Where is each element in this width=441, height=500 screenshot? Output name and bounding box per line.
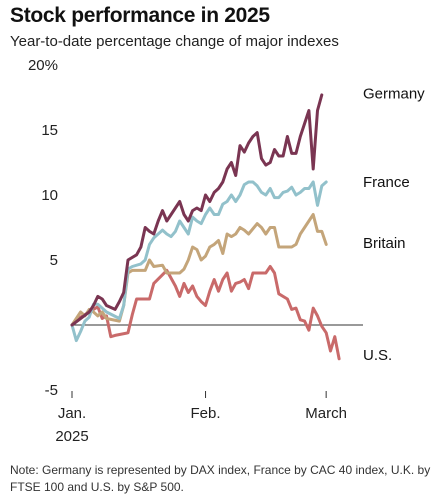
y-tick-label: 15	[41, 122, 58, 139]
footnote: Note: Germany is represented by DAX inde…	[10, 463, 431, 494]
series-label-france: France	[363, 174, 410, 191]
chart-subtitle: Year-to-date percentage change of major …	[10, 33, 339, 50]
y-tick-label: 20%	[28, 57, 58, 74]
x-tick-sublabel: 2025	[55, 428, 88, 445]
series-label-britain: Britain	[363, 235, 406, 252]
y-tick-label: -5	[45, 382, 58, 399]
series-line-britain	[70, 213, 328, 327]
y-tick-label: 10	[41, 187, 58, 204]
series-label-u-s: U.S.	[363, 347, 392, 364]
chart-title: Stock performance in 2025	[10, 4, 270, 27]
y-tick-label: 5	[50, 252, 58, 269]
series-line-u-s	[70, 265, 341, 361]
series-label-germany: Germany	[363, 86, 425, 103]
series-line-france	[70, 180, 328, 343]
x-tick-label: Feb.	[191, 405, 221, 422]
series-line-germany	[70, 93, 324, 327]
x-tick-label: March	[305, 405, 347, 422]
x-tick-label: Jan.	[58, 405, 86, 422]
